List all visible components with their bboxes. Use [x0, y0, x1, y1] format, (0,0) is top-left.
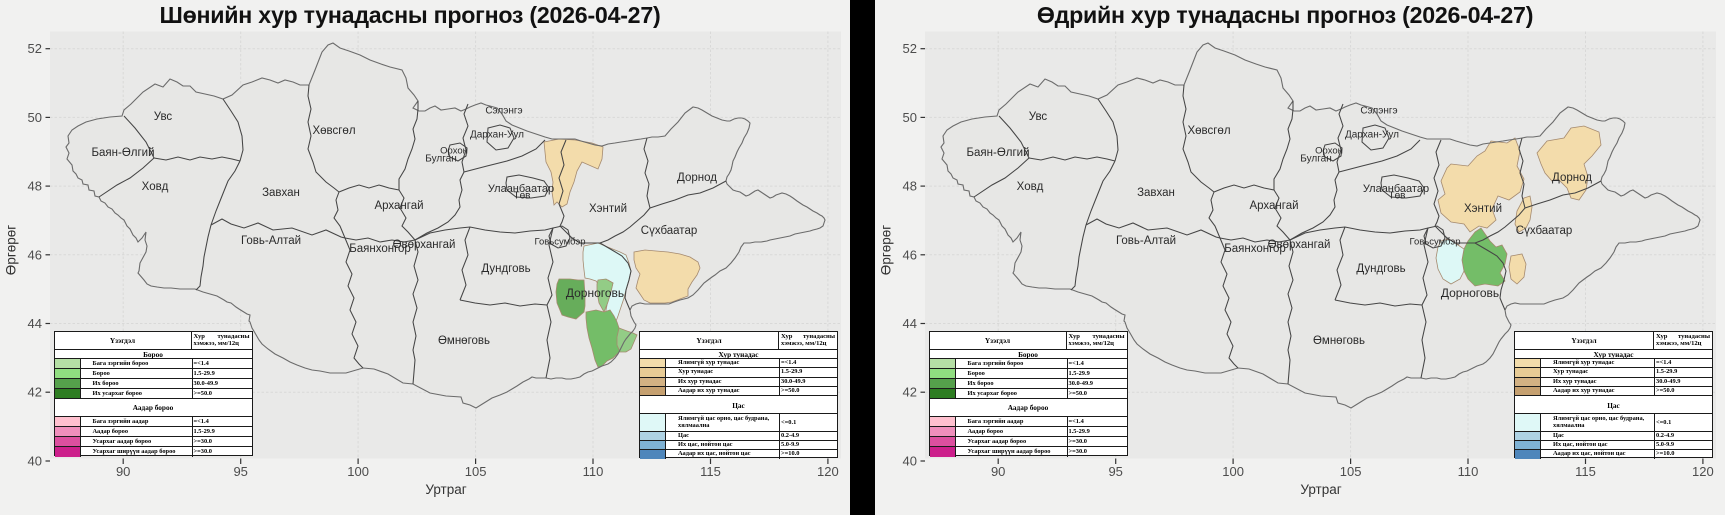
svg-text:Говь-Алтай: Говь-Алтай	[241, 235, 301, 247]
svg-text:105: 105	[465, 464, 487, 479]
svg-text:Өргөрөг: Өргөрөг	[879, 225, 894, 275]
svg-text:Завхан: Завхан	[262, 187, 300, 199]
svg-text:Баян-Өлгий: Баян-Өлгий	[966, 147, 1029, 159]
svg-text:105: 105	[1340, 464, 1362, 479]
svg-text:40: 40	[903, 454, 917, 469]
svg-text:Сүхбаатар: Сүхбаатар	[641, 225, 697, 237]
svg-text:Дундговь: Дундговь	[1356, 263, 1405, 275]
svg-text:44: 44	[903, 316, 917, 331]
svg-text:44: 44	[28, 316, 42, 331]
svg-text:Булган: Булган	[1300, 154, 1331, 165]
svg-text:Уртраг: Уртраг	[1300, 482, 1341, 497]
svg-text:Говьсумбэр: Говьсумбэр	[534, 236, 585, 247]
svg-text:46: 46	[28, 247, 42, 262]
svg-text:120: 120	[1692, 464, 1714, 479]
svg-text:Баян-Өлгий: Баян-Өлгий	[91, 147, 154, 159]
svg-text:Ховд: Ховд	[1017, 181, 1044, 193]
svg-text:Улаанбаатар: Улаанбаатар	[1363, 183, 1429, 195]
svg-text:52: 52	[903, 41, 917, 56]
svg-text:Төв: Төв	[514, 191, 531, 202]
svg-text:50: 50	[28, 110, 42, 125]
svg-text:42: 42	[28, 385, 42, 400]
svg-text:Хэнтий: Хэнтий	[1464, 203, 1502, 215]
svg-text:95: 95	[1108, 464, 1122, 479]
svg-text:Өргөрөг: Өргөрөг	[4, 225, 19, 275]
svg-text:46: 46	[903, 247, 917, 262]
svg-text:Архангай: Архангай	[374, 200, 423, 212]
svg-text:120: 120	[817, 464, 839, 479]
svg-text:Өвөрхангай: Өвөрхангай	[1268, 239, 1331, 251]
svg-text:Сүхбаатар: Сүхбаатар	[1516, 225, 1572, 237]
svg-text:100: 100	[347, 464, 369, 479]
svg-text:Говь-Алтай: Говь-Алтай	[1116, 235, 1176, 247]
svg-text:Өмнөговь: Өмнөговь	[1313, 335, 1365, 347]
svg-text:Орхон: Орхон	[1315, 145, 1343, 156]
svg-text:Орхон: Орхон	[440, 145, 468, 156]
svg-text:90: 90	[116, 464, 130, 479]
svg-text:Улаанбаатар: Улаанбаатар	[488, 183, 554, 195]
svg-text:Дорнод: Дорнод	[677, 172, 717, 184]
svg-text:Хэнтий: Хэнтий	[589, 203, 627, 215]
svg-text:Булган: Булган	[425, 154, 456, 165]
svg-text:40: 40	[28, 454, 42, 469]
svg-text:Дорнод: Дорнод	[1552, 172, 1592, 184]
svg-text:100: 100	[1222, 464, 1244, 479]
svg-text:Хөвсгөл: Хөвсгөл	[312, 125, 355, 137]
svg-text:Хөвсгөл: Хөвсгөл	[1187, 125, 1230, 137]
svg-text:52: 52	[28, 41, 42, 56]
svg-text:Дархан-Уул: Дархан-Уул	[1345, 130, 1399, 141]
svg-text:42: 42	[903, 385, 917, 400]
svg-text:Өвөрхангай: Өвөрхангай	[393, 239, 456, 251]
svg-text:110: 110	[583, 464, 604, 479]
svg-text:48: 48	[28, 179, 42, 194]
svg-text:50: 50	[903, 110, 917, 125]
svg-text:Дархан-Уул: Дархан-Уул	[470, 130, 524, 141]
svg-text:Дорноговь: Дорноговь	[1441, 286, 1499, 300]
svg-text:115: 115	[700, 464, 721, 479]
svg-text:115: 115	[1575, 464, 1596, 479]
svg-text:Увс: Увс	[154, 111, 173, 123]
svg-text:90: 90	[991, 464, 1005, 479]
svg-text:110: 110	[1458, 464, 1479, 479]
svg-text:Говьсумбэр: Говьсумбэр	[1409, 236, 1460, 247]
svg-text:Дундговь: Дундговь	[481, 263, 530, 275]
svg-text:Сэлэнгэ: Сэлэнгэ	[1360, 106, 1397, 117]
svg-text:Төв: Төв	[1389, 191, 1406, 202]
svg-text:Увс: Увс	[1029, 111, 1048, 123]
svg-text:48: 48	[903, 179, 917, 194]
svg-text:95: 95	[233, 464, 247, 479]
svg-text:Ховд: Ховд	[142, 181, 169, 193]
svg-text:Сэлэнгэ: Сэлэнгэ	[485, 106, 522, 117]
svg-text:Баянхонгор: Баянхонгор	[1224, 243, 1286, 255]
svg-text:Завхан: Завхан	[1137, 187, 1175, 199]
svg-text:Өмнөговь: Өмнөговь	[438, 335, 490, 347]
svg-text:Дорноговь: Дорноговь	[566, 286, 624, 300]
svg-text:Архангай: Архангай	[1249, 200, 1298, 212]
svg-text:Уртраг: Уртраг	[425, 482, 466, 497]
svg-text:Баянхонгор: Баянхонгор	[349, 243, 411, 255]
